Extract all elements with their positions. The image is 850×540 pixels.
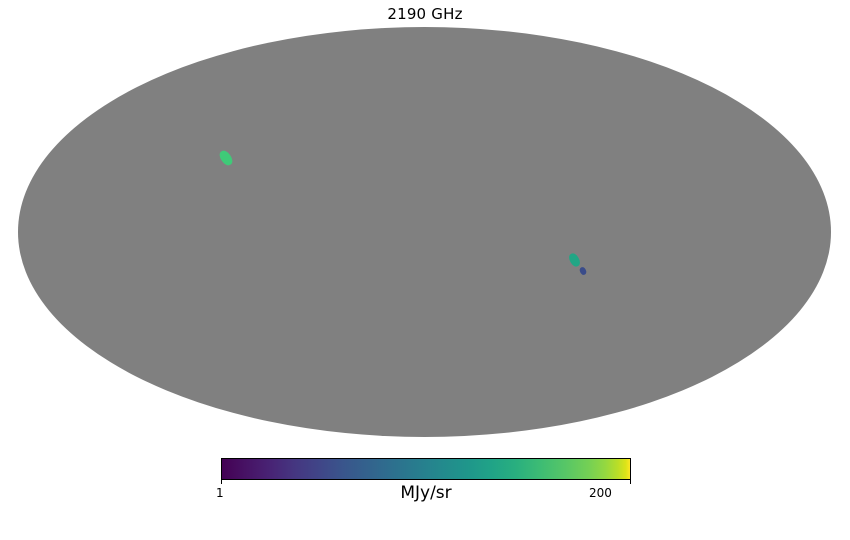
colorbar[interactable]: 1 200 MJy/sr bbox=[216, 458, 631, 503]
sky-map-axes bbox=[18, 27, 831, 437]
mollweide-projection-background bbox=[18, 27, 831, 437]
colorbar-min-label: 1 bbox=[216, 486, 224, 500]
page-title: 2190 GHz bbox=[387, 5, 463, 23]
colorbar-unit-label: MJy/sr bbox=[400, 483, 452, 503]
colorbar-max-label: 200 bbox=[589, 486, 612, 500]
colorbar-gradient bbox=[221, 458, 631, 480]
colorbar-tick-min bbox=[221, 480, 222, 484]
colorbar-tick-max bbox=[630, 480, 631, 484]
